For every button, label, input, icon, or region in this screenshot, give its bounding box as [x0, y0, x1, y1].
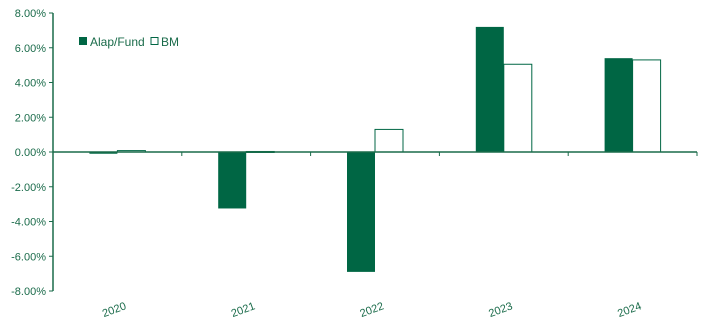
- bar-bm: [503, 63, 533, 153]
- legend-swatch-fund: [79, 37, 87, 45]
- y-tick-label: -4.00%: [11, 217, 46, 229]
- bar-fund: [218, 152, 247, 209]
- bars: [89, 26, 662, 272]
- x-tick-label: 2022: [358, 300, 385, 320]
- legend-label-bm: BM: [161, 35, 179, 49]
- y-tick-label: -8.00%: [11, 286, 46, 298]
- bar-fund: [89, 152, 118, 154]
- y-tick-label: -2.00%: [11, 182, 46, 194]
- legend: Alap/Fund BM: [79, 35, 179, 49]
- bar-fund: [347, 152, 375, 272]
- bar-fund: [604, 58, 633, 152]
- y-tick-label: 2.00%: [15, 112, 46, 124]
- y-tick-label: 8.00%: [15, 8, 46, 20]
- bar-fund: [475, 26, 504, 152]
- x-tick-label: 2021: [230, 300, 257, 320]
- x-tick-label: 2023: [487, 300, 514, 320]
- bar-bm: [632, 59, 662, 153]
- x-tick-label: 2024: [616, 300, 643, 320]
- legend-swatch-bm: [150, 37, 159, 45]
- y-tick-label: 0.00%: [15, 147, 46, 159]
- y-tick-label: -6.00%: [11, 251, 46, 263]
- y-axis: 8.00% 6.00% 4.00% 2.00% 0.00% -2.00% -4.00% -6.…: [11, 8, 54, 298]
- bar-bm: [374, 128, 404, 153]
- y-tick-label: 4.00%: [15, 78, 46, 90]
- legend-label-fund: Alap/Fund: [90, 35, 145, 49]
- y-tick-label: 6.00%: [15, 43, 46, 55]
- x-tick-label: 2020: [101, 300, 128, 320]
